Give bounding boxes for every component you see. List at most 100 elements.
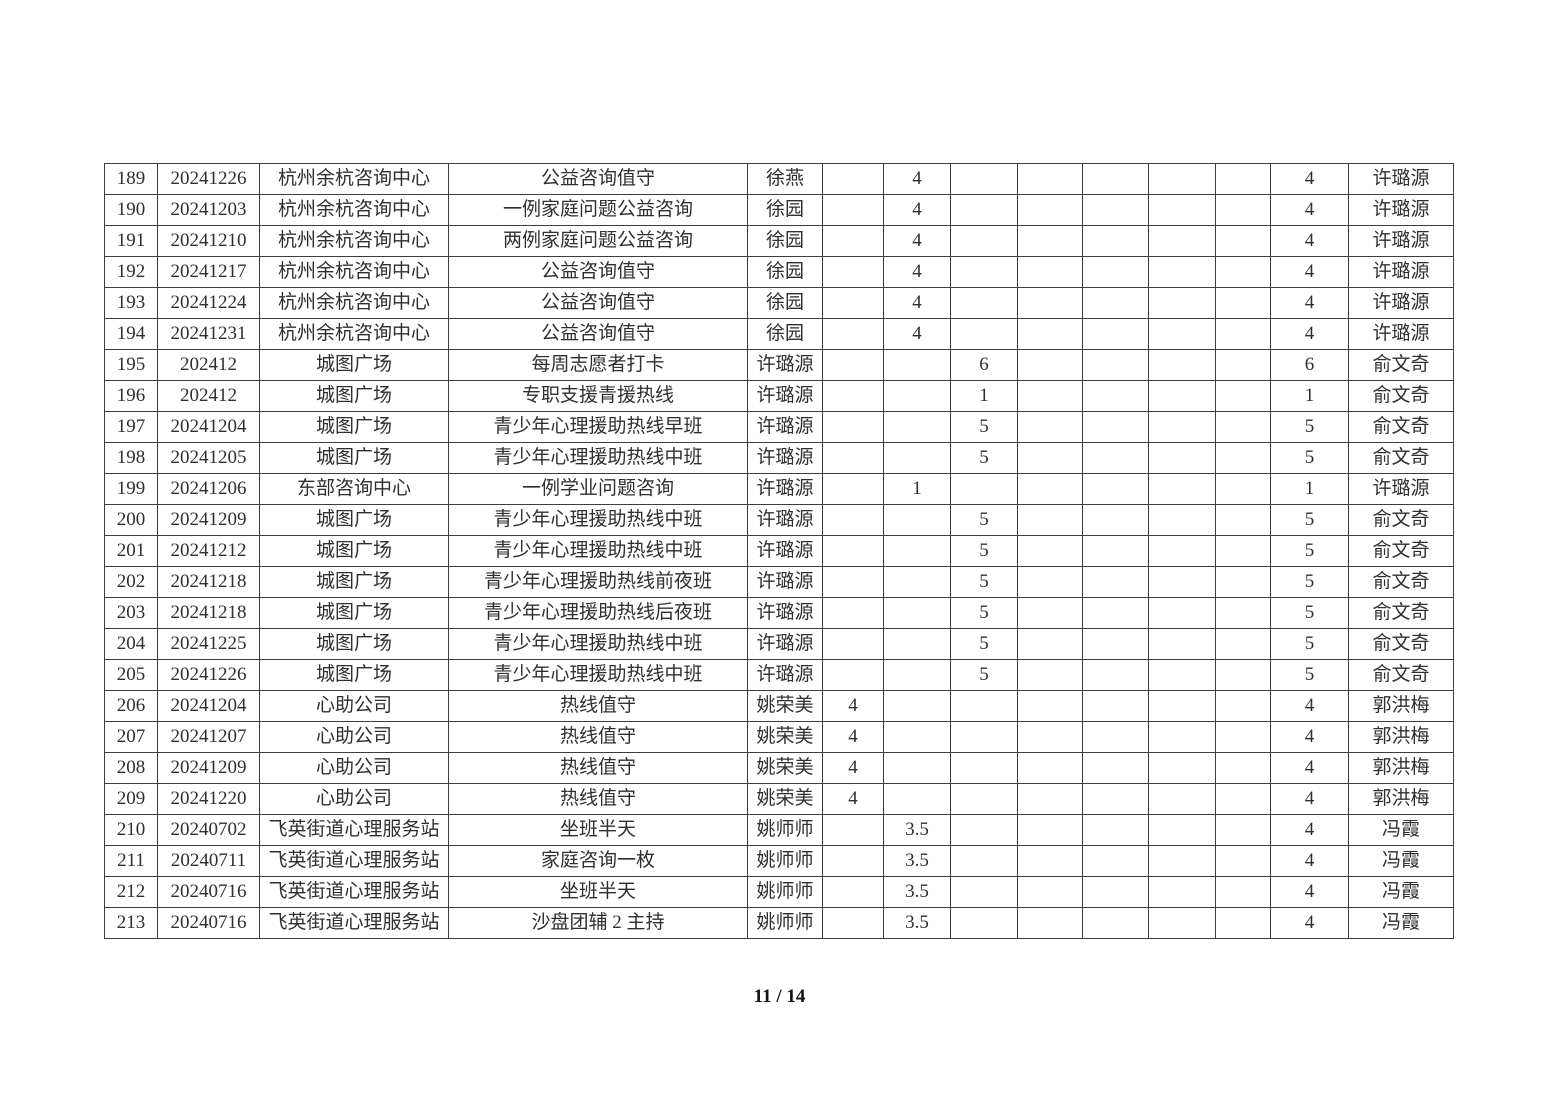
cell-reviewer-name: 俞文奇 (1348, 597, 1454, 629)
cell-activity: 专职支援青援热线 (448, 380, 748, 412)
cell-organization: 城图广场 (259, 597, 449, 629)
cell-hours-col7 (1215, 442, 1271, 474)
cell-hours-col4 (1017, 287, 1083, 319)
cell-row-number: 210 (104, 814, 158, 846)
cell-row-number: 189 (104, 163, 158, 195)
table-row: 212 20240716 飞英街道心理服务站 坐班半天 姚师师 3.5 4 冯霞 (104, 876, 1454, 908)
cell-hours-col7 (1215, 814, 1271, 846)
cell-organization: 城图广场 (259, 566, 449, 598)
cell-date: 20241204 (157, 411, 260, 443)
cell-date: 20241224 (157, 287, 260, 319)
cell-hours-col2: 3.5 (883, 907, 951, 939)
cell-hours-col7 (1215, 349, 1271, 381)
cell-hours-col6 (1148, 473, 1216, 505)
cell-total-hours: 5 (1270, 566, 1349, 598)
cell-hours-col7 (1215, 287, 1271, 319)
cell-row-number: 206 (104, 690, 158, 722)
cell-organization: 城图广场 (259, 380, 449, 412)
cell-hours-col7 (1215, 907, 1271, 939)
cell-hours-col7 (1215, 721, 1271, 753)
cell-hours-col7 (1215, 163, 1271, 195)
cell-hours-col5 (1082, 349, 1149, 381)
cell-reviewer-name: 郭洪梅 (1348, 721, 1454, 753)
cell-row-number: 198 (104, 442, 158, 474)
cell-hours-col2 (883, 752, 951, 784)
cell-hours-col4 (1017, 876, 1083, 908)
cell-row-number: 197 (104, 411, 158, 443)
cell-reviewer-name: 俞文奇 (1348, 380, 1454, 412)
cell-activity: 公益咨询值守 (448, 256, 748, 288)
cell-activity: 青少年心理援助热线中班 (448, 535, 748, 567)
cell-total-hours: 6 (1270, 349, 1349, 381)
cell-hours-col1 (822, 473, 884, 505)
cell-organization: 心助公司 (259, 721, 449, 753)
cell-row-number: 191 (104, 225, 158, 257)
cell-date: 20241205 (157, 442, 260, 474)
cell-activity: 青少年心理援助热线中班 (448, 659, 748, 691)
cell-hours-col4 (1017, 907, 1083, 939)
cell-hours-col1: 4 (822, 690, 884, 722)
table-row: 200 20241209 城图广场 青少年心理援助热线中班 许璐源 5 5 俞文… (104, 504, 1454, 536)
table-row: 189 20241226 杭州余杭咨询中心 公益咨询值守 徐燕 4 4 许璐源 (104, 163, 1454, 195)
cell-hours-col2: 4 (883, 163, 951, 195)
cell-organization: 心助公司 (259, 752, 449, 784)
cell-hours-col4 (1017, 411, 1083, 443)
cell-hours-col5 (1082, 721, 1149, 753)
cell-row-number: 195 (104, 349, 158, 381)
cell-total-hours: 4 (1270, 783, 1349, 815)
cell-total-hours: 5 (1270, 628, 1349, 660)
cell-hours-col3: 5 (950, 597, 1018, 629)
cell-hours-col6 (1148, 225, 1216, 257)
cell-total-hours: 5 (1270, 597, 1349, 629)
cell-organization: 城图广场 (259, 442, 449, 474)
cell-hours-col7 (1215, 876, 1271, 908)
cell-person-name: 姚荣美 (747, 721, 823, 753)
cell-person-name: 徐园 (747, 318, 823, 350)
cell-total-hours: 5 (1270, 659, 1349, 691)
cell-organization: 城图广场 (259, 411, 449, 443)
cell-hours-col3 (950, 163, 1018, 195)
cell-activity: 公益咨询值守 (448, 163, 748, 195)
table-row: 204 20241225 城图广场 青少年心理援助热线中班 许璐源 5 5 俞文… (104, 628, 1454, 660)
cell-hours-col6 (1148, 442, 1216, 474)
cell-hours-col4 (1017, 628, 1083, 660)
cell-hours-col3 (950, 783, 1018, 815)
cell-hours-col7 (1215, 256, 1271, 288)
cell-hours-col2 (883, 628, 951, 660)
cell-person-name: 姚荣美 (747, 690, 823, 722)
cell-reviewer-name: 许璐源 (1348, 225, 1454, 257)
cell-organization: 城图广场 (259, 659, 449, 691)
cell-date: 20241218 (157, 566, 260, 598)
cell-hours-col3: 5 (950, 504, 1018, 536)
cell-hours-col5 (1082, 163, 1149, 195)
cell-row-number: 208 (104, 752, 158, 784)
cell-person-name: 姚荣美 (747, 783, 823, 815)
cell-row-number: 200 (104, 504, 158, 536)
cell-reviewer-name: 俞文奇 (1348, 659, 1454, 691)
cell-hours-col4 (1017, 504, 1083, 536)
cell-hours-col2 (883, 535, 951, 567)
cell-reviewer-name: 俞文奇 (1348, 442, 1454, 474)
cell-total-hours: 4 (1270, 225, 1349, 257)
cell-hours-col4 (1017, 690, 1083, 722)
cell-hours-col1 (822, 318, 884, 350)
cell-activity: 每周志愿者打卡 (448, 349, 748, 381)
cell-date: 20241225 (157, 628, 260, 660)
cell-activity: 青少年心理援助热线前夜班 (448, 566, 748, 598)
table-row: 209 20241220 心助公司 热线值守 姚荣美 4 4 郭洪梅 (104, 783, 1454, 815)
cell-row-number: 190 (104, 194, 158, 226)
cell-person-name: 许璐源 (747, 566, 823, 598)
table-row: 202 20241218 城图广场 青少年心理援助热线前夜班 许璐源 5 5 俞… (104, 566, 1454, 598)
cell-total-hours: 4 (1270, 876, 1349, 908)
cell-hours-col4 (1017, 659, 1083, 691)
cell-hours-col1 (822, 442, 884, 474)
cell-reviewer-name: 许璐源 (1348, 287, 1454, 319)
cell-hours-col4 (1017, 163, 1083, 195)
cell-hours-col5 (1082, 814, 1149, 846)
table-row: 201 20241212 城图广场 青少年心理援助热线中班 许璐源 5 5 俞文… (104, 535, 1454, 567)
table-row: 210 20240702 飞英街道心理服务站 坐班半天 姚师师 3.5 4 冯霞 (104, 814, 1454, 846)
cell-hours-col4 (1017, 473, 1083, 505)
cell-date: 20240702 (157, 814, 260, 846)
cell-hours-col2: 3.5 (883, 845, 951, 877)
